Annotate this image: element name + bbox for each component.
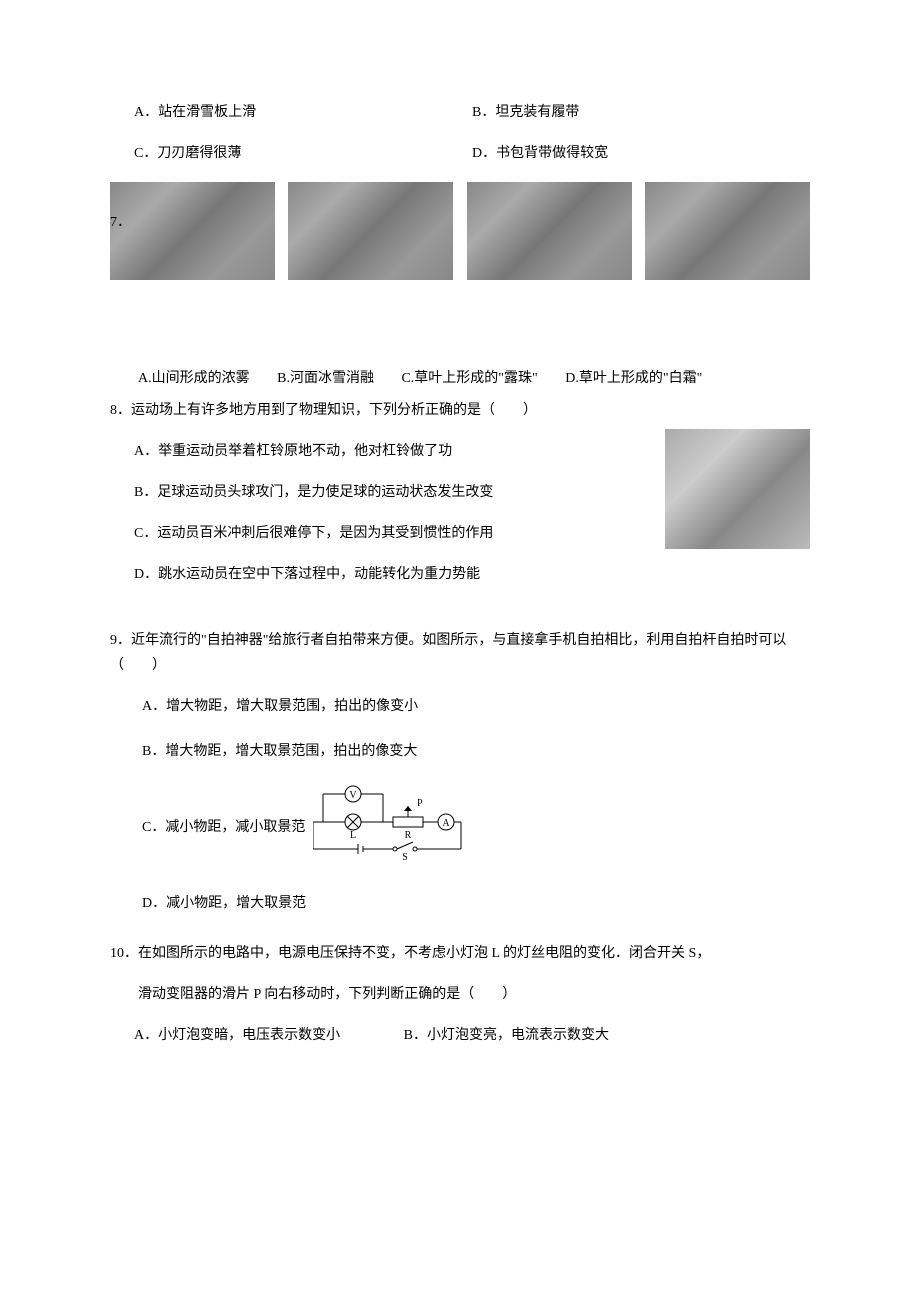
q9-stem: 9．近年流行的"自拍神器"给旅行者自拍带来方便。如图所示，与直接拿手机自拍相比，… bbox=[110, 628, 810, 678]
q8-stem: 8．运动场上有许多地方用到了物理知识，下列分析正确的是（ ） bbox=[110, 398, 810, 423]
q7-option-c: C.草叶上形成的"露珠" bbox=[401, 371, 537, 386]
q7-image-c bbox=[467, 182, 632, 280]
q9-option-a: A．增大物距，增大取景范围，拍出的像变小 bbox=[142, 694, 810, 719]
circuit-label-a: A bbox=[442, 818, 450, 829]
circuit-diagram: V L R P A bbox=[313, 784, 463, 871]
q7-options: A.山间形成的浓雾 B.河面冰雪消融 C.草叶上形成的"露珠" D.草叶上形成的… bbox=[138, 366, 810, 391]
q9-option-d: D．减小物距，增大取景范 bbox=[142, 891, 810, 916]
q7-option-b: B.河面冰雪消融 bbox=[277, 371, 374, 386]
circuit-label-s: S bbox=[402, 852, 408, 862]
q8-option-d: D．跳水运动员在空中下落过程中，动能转化为重力势能 bbox=[134, 562, 810, 587]
q8-selfie-image bbox=[665, 429, 810, 549]
q6-option-a: A．站在滑雪板上滑 bbox=[134, 100, 472, 125]
q9-option-c: C．减小物距，减小取景范 bbox=[142, 820, 305, 835]
q9-option-c-row: C．减小物距，减小取景范 V L R P bbox=[142, 784, 810, 871]
q10-option-b: B．小灯泡变亮，电流表示数变大 bbox=[404, 1023, 609, 1048]
q9-option-b: B．增大物距，增大取景范围，拍出的像变大 bbox=[142, 739, 810, 764]
q10-stem-line1: 10．在如图所示的电路中，电源电压保持不变，不考虑小灯泡 L 的灯丝电阻的变化．… bbox=[110, 941, 810, 966]
q10-option-a: A．小灯泡变暗，电压表示数变小 bbox=[134, 1023, 340, 1048]
circuit-label-r: R bbox=[405, 830, 412, 841]
q7-image-a bbox=[110, 182, 275, 280]
q7-option-d: D.草叶上形成的"白霜" bbox=[565, 371, 702, 386]
q10-stem-line2: 滑动变阻器的滑片 P 向右移动时，下列判断正确的是（ ） bbox=[138, 982, 810, 1007]
circuit-label-v: V bbox=[349, 790, 357, 801]
q6-option-d: D．书包背带做得较宽 bbox=[472, 141, 810, 166]
q7-image-d bbox=[645, 182, 810, 280]
q6-option-b: B．坦克装有履带 bbox=[472, 100, 810, 125]
q7-image-row bbox=[110, 182, 810, 280]
circuit-label-p: P bbox=[417, 798, 423, 809]
q7-image-b bbox=[288, 182, 453, 280]
q9-stem-text: 9．近年流行的"自拍神器"给旅行者自拍带来方便。如图所示，与直接拿手机自拍相比，… bbox=[110, 633, 786, 673]
circuit-label-l: L bbox=[350, 830, 356, 841]
q6-option-c: C．刀刃磨得很薄 bbox=[134, 141, 472, 166]
q7-number: 7． bbox=[110, 215, 131, 230]
q7-option-a: A.山间形成的浓雾 bbox=[138, 371, 250, 386]
